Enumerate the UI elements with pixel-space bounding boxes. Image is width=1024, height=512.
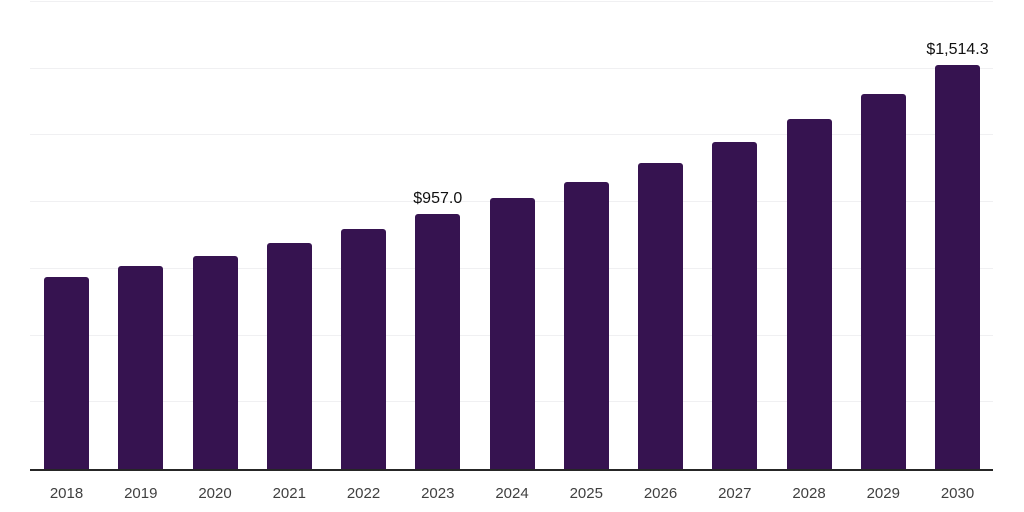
x-axis-tick-label-2021: 2021 <box>272 485 306 502</box>
x-axis-tick-label-2023: 2023 <box>421 485 455 502</box>
bar-2020 <box>192 255 238 469</box>
bar-2026 <box>638 162 683 469</box>
x-axis-labels: 2018 2019 2020 2021 2022 2023 2024 2025 2026 2027… <box>0 485 1024 506</box>
x-axis-tick-label-2030: 2030 <box>940 485 975 502</box>
bar-2021 <box>266 242 312 469</box>
bar-2028 <box>786 119 832 469</box>
bar-2024 <box>489 198 535 469</box>
x-axis-tick-label-2026: 2026 <box>643 485 678 502</box>
x-axis-line <box>30 469 993 471</box>
x-axis-tick-label-2025: 2025 <box>569 485 603 502</box>
x-axis-tick-label-2029: 2029 <box>866 485 900 502</box>
x-axis-tick-label-2019: 2019 <box>124 485 158 502</box>
gridline-1250 <box>30 134 993 136</box>
x-axis-tick-label-2018: 2018 <box>49 485 84 502</box>
bar-2027 <box>712 141 758 469</box>
bar-2025 <box>563 181 609 469</box>
bar-value-label-2023: $957.0 <box>413 189 463 207</box>
bar-2029 <box>860 93 906 469</box>
bar-2030 <box>935 64 980 469</box>
x-axis-tick-label-2022: 2022 <box>346 485 381 502</box>
gridline-1500 <box>30 67 993 69</box>
bar-2022 <box>341 229 386 469</box>
bar-2019 <box>118 265 164 469</box>
x-axis-tick-label-2024: 2024 <box>495 485 529 502</box>
x-axis-tick-label-2028: 2028 <box>792 485 826 502</box>
bar-2018 <box>44 276 89 469</box>
plot-area: $957.0 $1,514.3 <box>30 0 993 469</box>
x-axis-tick-label-2027: 2027 <box>718 485 752 502</box>
bar-value-label-2030: $1,514.3 <box>926 40 989 58</box>
bar-2023 <box>415 213 461 469</box>
gridline-1750 <box>30 1 993 2</box>
x-axis-tick-label-2020: 2020 <box>198 485 232 502</box>
